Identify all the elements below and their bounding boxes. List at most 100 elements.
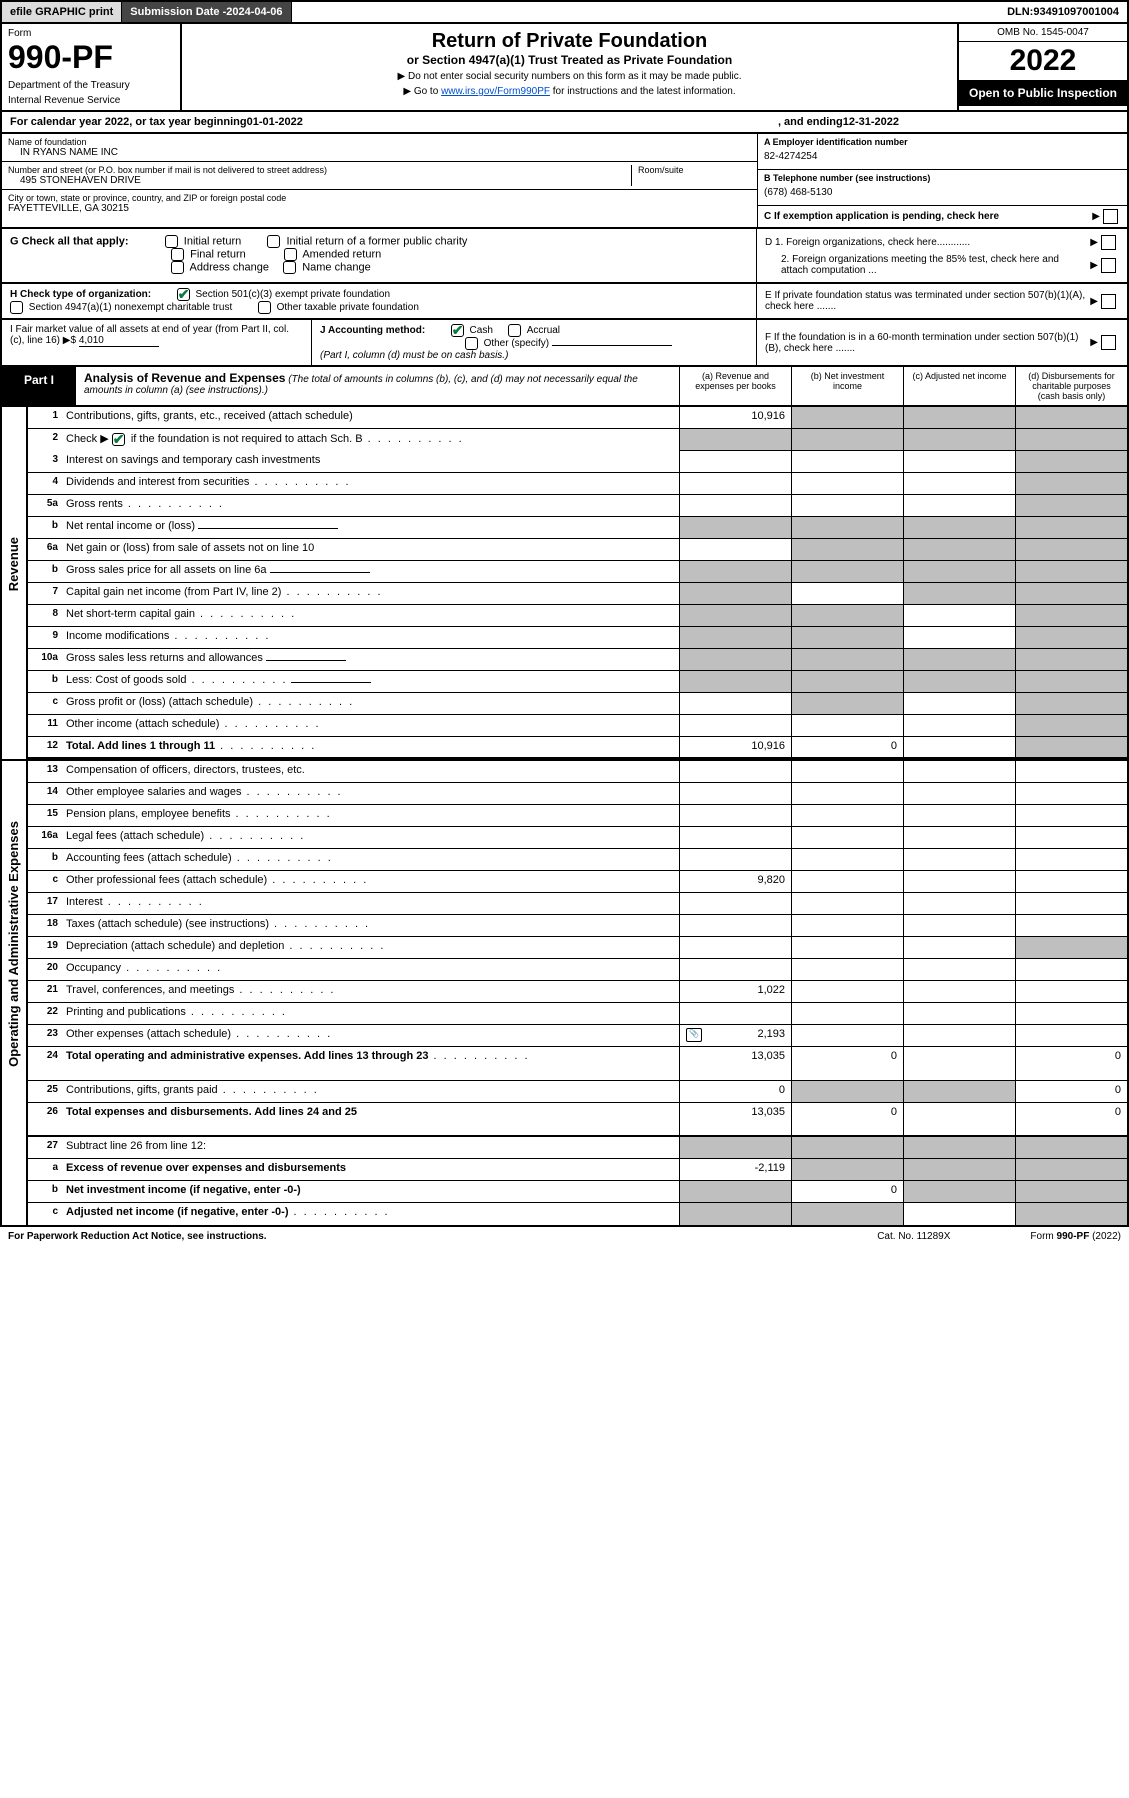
dept-treasury: Department of the Treasury (8, 80, 174, 91)
ein-value: 82-4274254 (764, 147, 1121, 166)
ein-label: A Employer identification number (764, 137, 1121, 147)
open-to-public: Open to Public Inspection (959, 80, 1127, 106)
checkbox-exemption[interactable] (1103, 209, 1118, 224)
table-row: 21Travel, conferences, and meetings1,022 (28, 981, 1127, 1003)
checkbox-501c3[interactable] (177, 288, 190, 301)
col-a-header: (a) Revenue and expenses per books (679, 367, 791, 405)
foundation-name: IN RYANS NAME INC (8, 147, 751, 158)
g-opt-0: Initial return (184, 235, 241, 247)
omb-number: OMB No. 1545-0047 (959, 24, 1127, 42)
checkbox-initial-return[interactable] (165, 235, 178, 248)
table-row: 2Check ▶ if the foundation is not requir… (28, 429, 1127, 451)
header-right: OMB No. 1545-0047 2022 Open to Public In… (957, 24, 1127, 110)
note-link-post: for instructions and the latest informat… (553, 86, 736, 97)
revenue-table: Revenue 1Contributions, gifts, grants, e… (0, 407, 1129, 761)
city-label: City or town, state or province, country… (8, 193, 751, 203)
table-row: bAccounting fees (attach schedule) (28, 849, 1127, 871)
checkbox-d2[interactable] (1101, 258, 1116, 273)
form-number: 990-PF (8, 39, 174, 76)
checkbox-sch-b[interactable] (112, 433, 125, 446)
id-right: A Employer identification number 82-4274… (757, 134, 1127, 227)
expenses-label: Operating and Administrative Expenses (6, 821, 21, 1067)
arrow-icon: ▶ (1090, 260, 1098, 271)
city-cell: City or town, state or province, country… (2, 190, 757, 217)
col-d-header: (d) Disbursements for charitable purpose… (1015, 367, 1127, 405)
table-row: 6aNet gain or (loss) from sale of assets… (28, 539, 1127, 561)
arrow-icon: ▶ (1090, 296, 1098, 307)
table-row: 27Subtract line 26 from line 12: (28, 1137, 1127, 1159)
street-label: Number and street (or P.O. box number if… (8, 165, 631, 175)
arrow-icon: ▶ (1092, 211, 1100, 222)
note-link: ▶ Go to www.irs.gov/Form990PF for instru… (192, 86, 947, 97)
checkbox-address-change[interactable] (171, 261, 184, 274)
subdate-label: Submission Date - (130, 6, 226, 18)
table-row: 26Total expenses and disbursements. Add … (28, 1103, 1127, 1137)
table-row: cOther professional fees (attach schedul… (28, 871, 1127, 893)
checkbox-final-return[interactable] (171, 248, 184, 261)
col-b-header: (b) Net investment income (791, 367, 903, 405)
i-value: 4,010 (79, 335, 159, 347)
table-row: bLess: Cost of goods sold (28, 671, 1127, 693)
checkbox-e[interactable] (1101, 294, 1116, 309)
revenue-rows: 1Contributions, gifts, grants, etc., rec… (28, 407, 1127, 759)
h-section: H Check type of organization: Section 50… (2, 284, 757, 318)
table-row: 20Occupancy (28, 959, 1127, 981)
arrow-icon: ▶ (1090, 337, 1098, 348)
exemption-label: C If exemption application is pending, c… (764, 211, 1089, 222)
table-row: bNet rental income or (loss) (28, 517, 1127, 539)
checkbox-d1[interactable] (1101, 235, 1116, 250)
h-opt-3: Other taxable private foundation (277, 302, 419, 313)
g-label: G Check all that apply: (10, 235, 129, 247)
d-section: D 1. Foreign organizations, check here..… (757, 229, 1127, 282)
table-row: 11Other income (attach schedule) (28, 715, 1127, 737)
e-section: E If private foundation status was termi… (757, 284, 1127, 318)
part1-header: Part I Analysis of Revenue and Expenses … (0, 367, 1129, 407)
checkbox-other-taxable[interactable] (258, 301, 271, 314)
table-row: 22Printing and publications (28, 1003, 1127, 1025)
irs-link[interactable]: www.irs.gov/Form990PF (441, 86, 550, 97)
form-subtitle: or Section 4947(a)(1) Trust Treated as P… (192, 53, 947, 67)
g-section: G Check all that apply: Initial return I… (2, 229, 757, 282)
table-row: 17Interest (28, 893, 1127, 915)
g-opt-2: Final return (190, 248, 246, 260)
cal-mid: , and ending (778, 116, 843, 128)
checkbox-name-change[interactable] (283, 261, 296, 274)
calendar-year-row: For calendar year 2022, or tax year begi… (0, 112, 1129, 134)
foundation-name-cell: Name of foundation IN RYANS NAME INC (2, 134, 757, 162)
checkbox-amended[interactable] (284, 248, 297, 261)
checkbox-other-method[interactable] (465, 337, 478, 350)
checkbox-f[interactable] (1101, 335, 1116, 350)
phone-cell: B Telephone number (see instructions) (6… (758, 170, 1127, 206)
table-row: 23Other expenses (attach schedule)📎 2,19… (28, 1025, 1127, 1047)
table-row: 10aGross sales less returns and allowanc… (28, 649, 1127, 671)
table-row: aExcess of revenue over expenses and dis… (28, 1159, 1127, 1181)
arrow-icon: ▶ (1090, 237, 1098, 248)
checkbox-cash[interactable] (451, 324, 464, 337)
header-middle: Return of Private Foundation or Section … (182, 24, 957, 110)
top-bar: efile GRAPHIC print Submission Date - 20… (0, 0, 1129, 24)
j-cash: Cash (470, 325, 493, 336)
table-row: cAdjusted net income (if negative, enter… (28, 1203, 1127, 1225)
attachment-icon[interactable]: 📎 (686, 1028, 702, 1042)
i-section: I Fair market value of all assets at end… (2, 320, 312, 365)
subdate-value: 2024-04-06 (226, 6, 282, 18)
d1-label: D 1. Foreign organizations, check here..… (765, 237, 1087, 248)
table-row: cGross profit or (loss) (attach schedule… (28, 693, 1127, 715)
j-section: J Accounting method: Cash Accrual Other … (312, 320, 757, 365)
column-headers: (a) Revenue and expenses per books (b) N… (679, 367, 1127, 405)
checkbox-4947[interactable] (10, 301, 23, 314)
phone-label: B Telephone number (see instructions) (764, 173, 1121, 183)
part1-title: Analysis of Revenue and Expenses (84, 371, 285, 385)
table-row: 3Interest on savings and temporary cash … (28, 451, 1127, 473)
revenue-label: Revenue (6, 537, 21, 591)
ein-cell: A Employer identification number 82-4274… (758, 134, 1127, 170)
checkbox-accrual[interactable] (508, 324, 521, 337)
checkbox-initial-former[interactable] (267, 235, 280, 248)
table-row: 13Compensation of officers, directors, t… (28, 761, 1127, 783)
table-row: bGross sales price for all assets on lin… (28, 561, 1127, 583)
e-label: E If private foundation status was termi… (765, 290, 1087, 312)
table-row: 25Contributions, gifts, grants paid00 (28, 1081, 1127, 1103)
identification-block: Name of foundation IN RYANS NAME INC Num… (0, 134, 1129, 229)
name-label: Name of foundation (8, 137, 751, 147)
g-opt-4: Address change (190, 261, 270, 273)
